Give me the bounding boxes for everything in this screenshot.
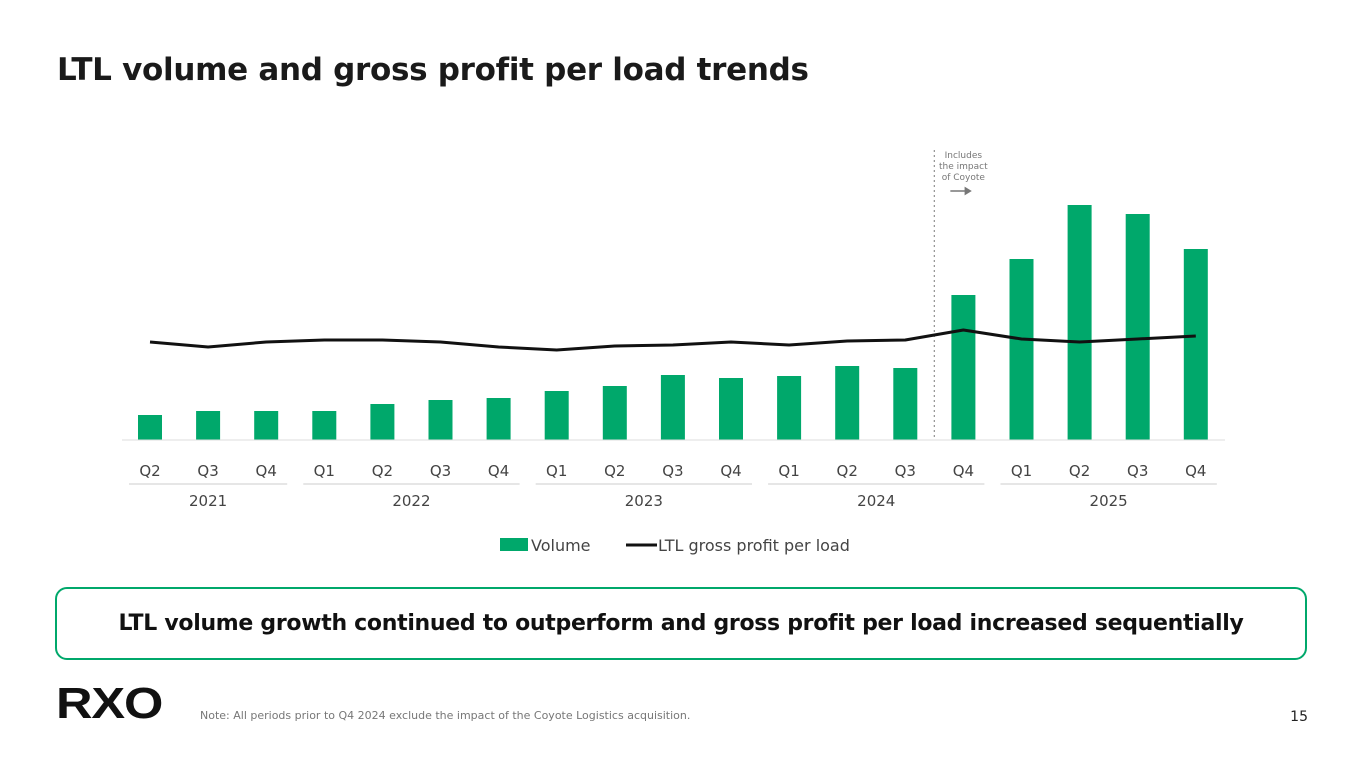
volume-bar (951, 295, 976, 440)
year-label: 2022 (392, 492, 430, 510)
volume-bar (486, 398, 511, 440)
x-tick-label: Q3 (662, 462, 683, 480)
volume-bar (1125, 214, 1150, 440)
volume-bar (660, 375, 685, 440)
rxo-logo: RXO (56, 679, 163, 728)
x-tick-label: Q3 (1127, 462, 1148, 480)
year-label: 2025 (1090, 492, 1128, 510)
volume-bar (893, 368, 918, 440)
legend-volume-swatch (500, 538, 528, 551)
x-tick-label: Q2 (837, 462, 858, 480)
x-tick-label: Q1 (778, 462, 799, 480)
volume-bar (428, 400, 453, 440)
legend: Volume LTL gross profit per load (500, 536, 850, 555)
volume-bar (719, 378, 743, 440)
volume-bar (602, 386, 627, 440)
volume-bar (1183, 249, 1208, 440)
key-takeaway-callout: LTL volume growth continued to outperfor… (55, 587, 1307, 660)
x-tick-label: Q4 (953, 462, 974, 480)
volume-bar (835, 366, 860, 440)
coyote-annotation: of Coyote (942, 173, 986, 183)
page-number: 15 (1290, 709, 1308, 725)
x-tick-label: Q4 (488, 462, 509, 480)
x-tick-label: Q2 (139, 462, 160, 480)
volume-bar (1009, 259, 1034, 440)
volume-bar (544, 391, 569, 440)
coyote-annotation: Includes (945, 151, 983, 161)
x-tick-label: Q4 (256, 462, 277, 480)
x-tick-label: Q2 (604, 462, 625, 480)
legend-volume-label: Volume (531, 536, 591, 555)
x-tick-label: Q1 (1011, 462, 1032, 480)
x-tick-label: Q3 (197, 462, 218, 480)
x-tick-label: Q3 (895, 462, 916, 480)
legend-line-label: LTL gross profit per load (658, 536, 850, 555)
volume-bar (196, 411, 221, 440)
coyote-annotation: the impact (939, 162, 988, 172)
x-tick-label: Q3 (430, 462, 451, 480)
arrow-right-icon (950, 186, 972, 196)
volume-bar (138, 415, 162, 440)
year-label: 2023 (625, 492, 663, 510)
year-label: 2024 (857, 492, 895, 510)
volume-bar (254, 411, 279, 440)
x-tick-label: Q1 (314, 462, 335, 480)
volume-bar (370, 404, 395, 440)
page-title: LTL volume and gross profit per load tre… (57, 52, 809, 88)
volume-bar (1067, 205, 1092, 440)
x-tick-label: Q2 (372, 462, 393, 480)
x-tick-label: Q4 (1185, 462, 1206, 480)
year-label: 2021 (189, 492, 227, 510)
gross-profit-line (149, 328, 1196, 352)
x-tick-label: Q2 (1069, 462, 1090, 480)
x-tick-label: Q1 (546, 462, 567, 480)
volume-bar (777, 376, 802, 440)
footnote: Note: All periods prior to Q4 2024 exclu… (200, 709, 691, 722)
volume-bar (312, 411, 337, 440)
x-tick-label: Q4 (720, 462, 741, 480)
